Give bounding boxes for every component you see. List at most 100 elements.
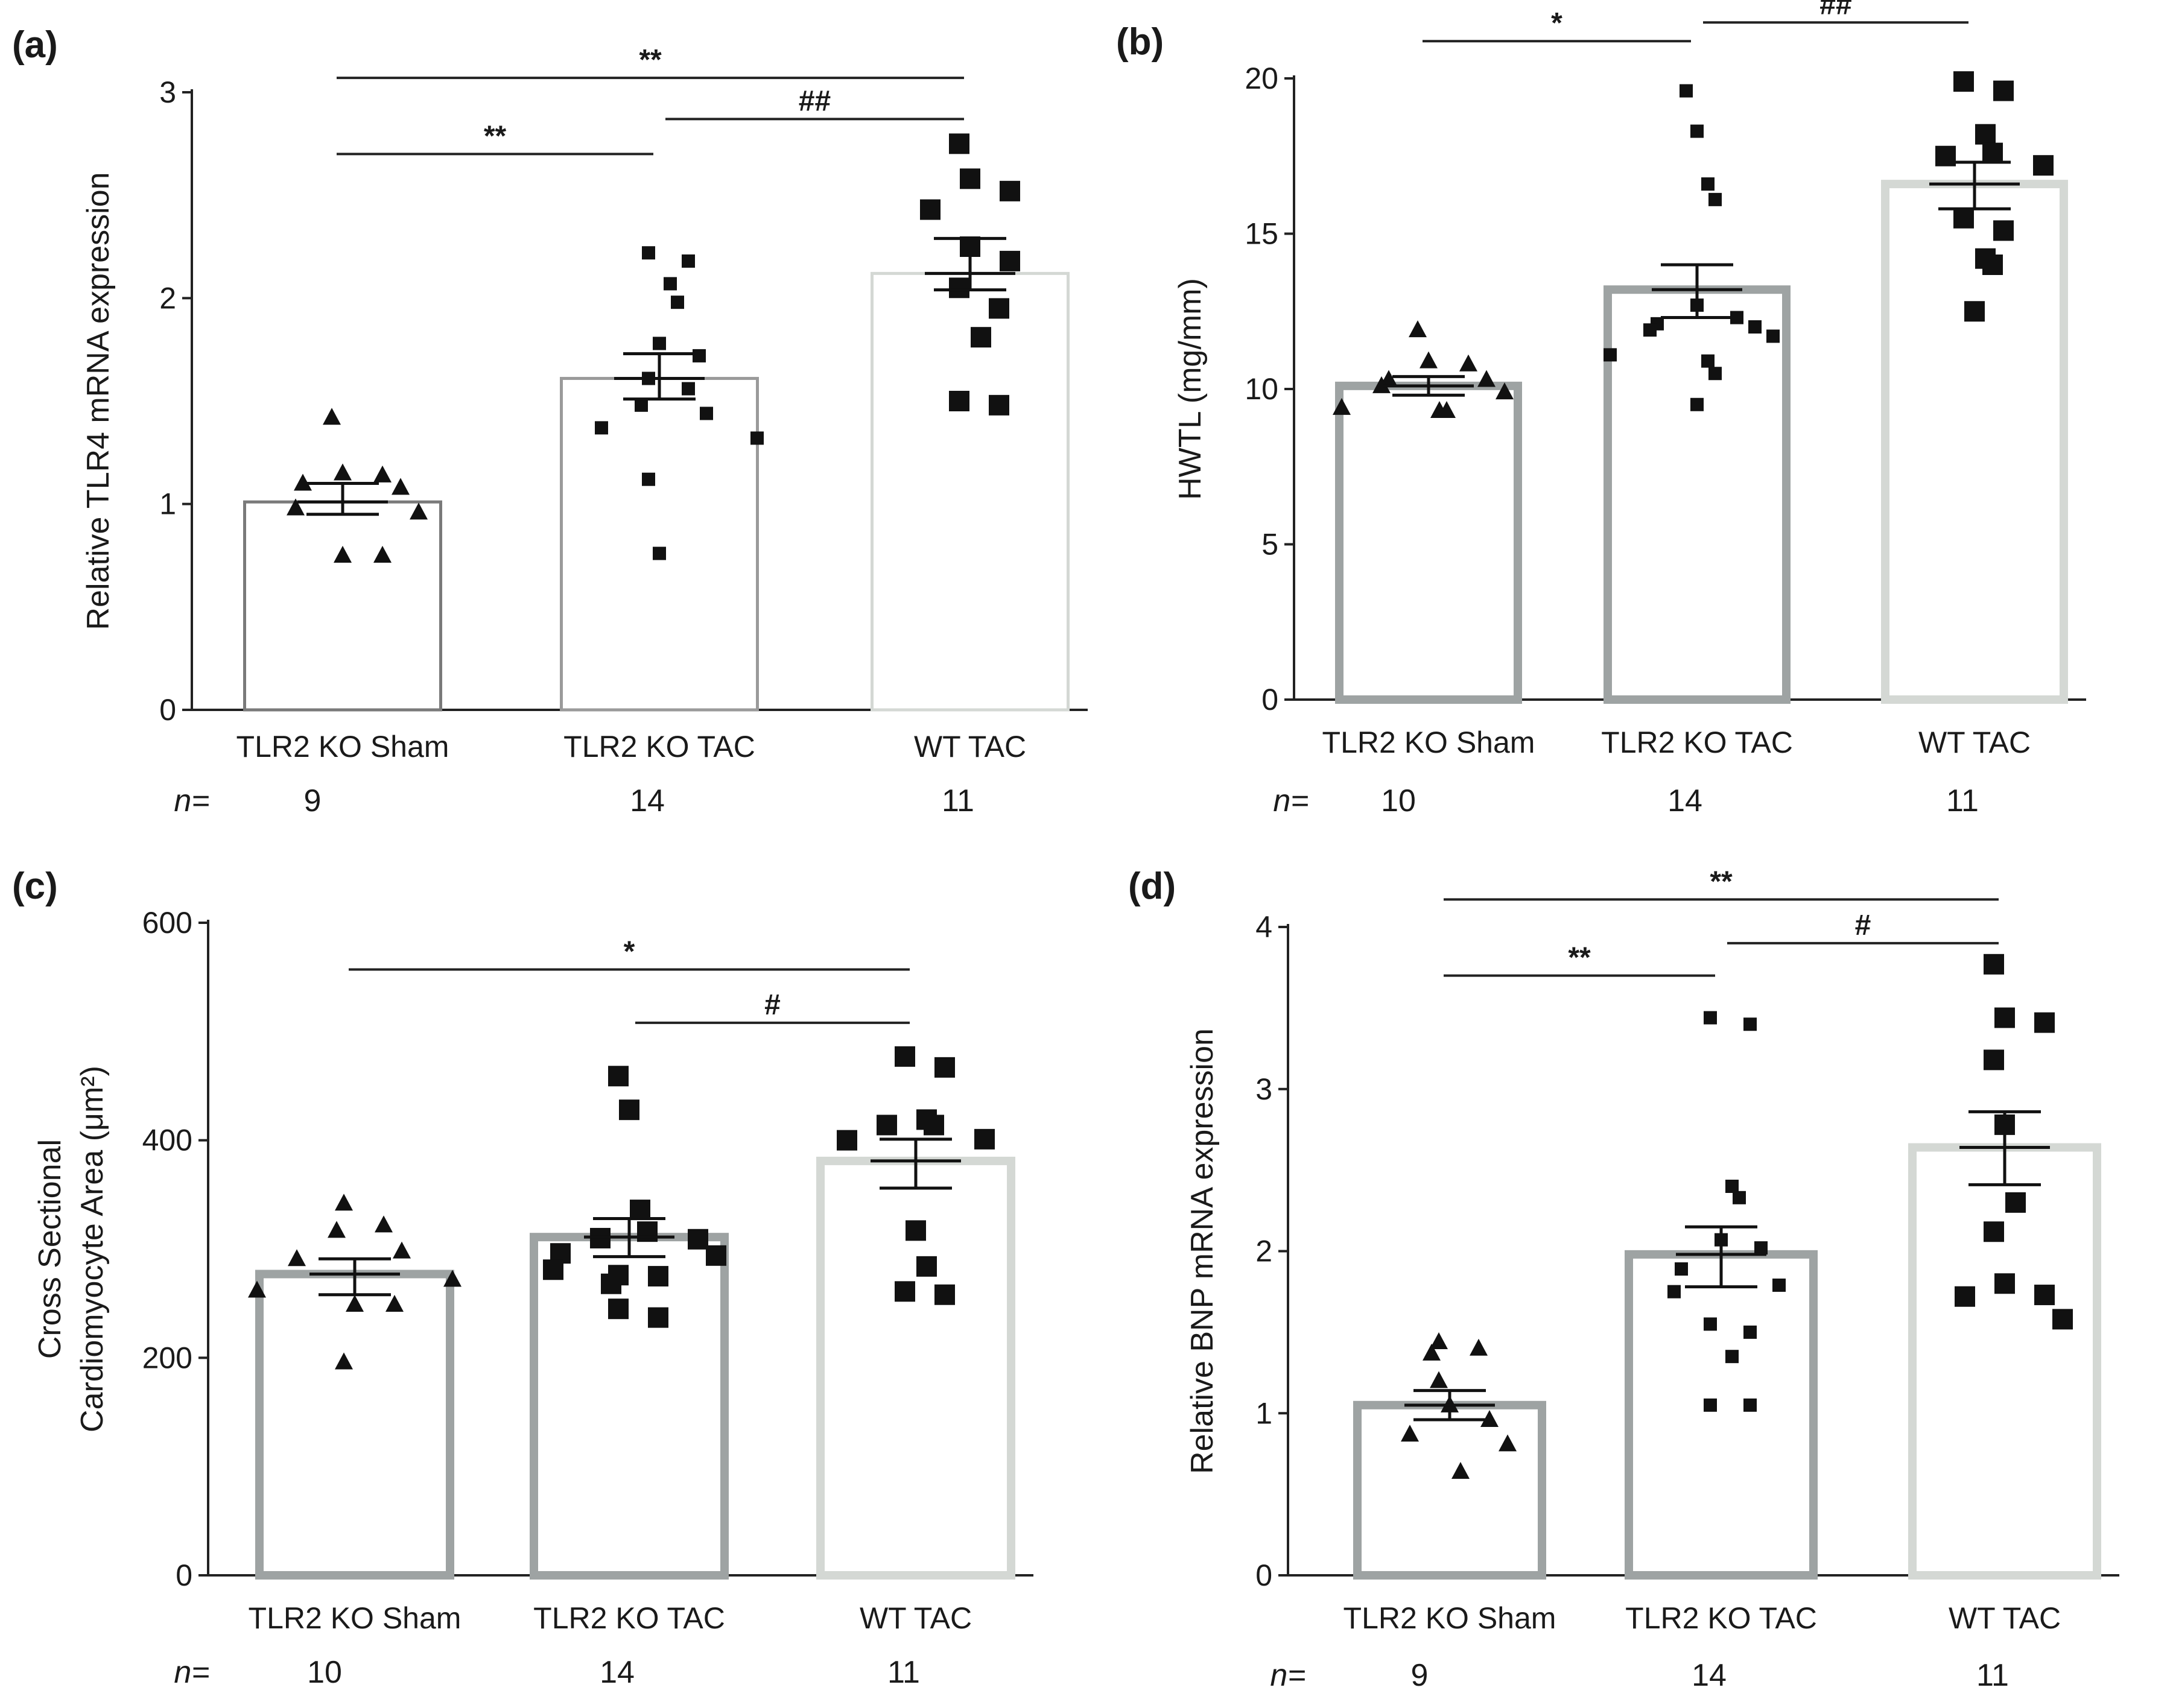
bar-wt-tac: [1881, 180, 2068, 704]
data-point: [1459, 354, 1477, 372]
n-value: 11: [887, 1655, 920, 1690]
y-tick-label: 3: [1255, 1072, 1272, 1106]
significance-marker: **: [1568, 942, 1591, 974]
category-label: WT TAC: [1949, 1601, 2061, 1635]
panel-label: (d): [1128, 865, 1176, 907]
data-point: [1984, 1221, 2004, 1242]
data-point: [989, 394, 1009, 416]
y-tick-label: 5: [1261, 528, 1278, 561]
data-point: [334, 546, 352, 563]
category-label: WT TAC: [914, 730, 1026, 764]
y-tick-label: 0: [1261, 683, 1278, 716]
y-tick-label: 2: [1255, 1235, 1272, 1268]
data-point: [1748, 320, 1762, 334]
n-prefix: n=: [1273, 783, 1309, 818]
data-point: [601, 1273, 621, 1294]
n-value: 14: [1692, 1658, 1727, 1693]
y-tick-label: 10: [1245, 372, 1278, 406]
panel-label: (b): [1116, 21, 1164, 63]
data-point: [1409, 320, 1427, 338]
data-point: [392, 478, 410, 495]
significance-marker: *: [1551, 7, 1562, 39]
data-point: [1690, 124, 1704, 138]
data-point: [1984, 954, 2004, 975]
data-point: [906, 1220, 926, 1241]
data-point: [248, 1280, 266, 1298]
data-point: [1993, 220, 2014, 241]
y-tick-label: 3: [159, 75, 176, 109]
data-point: [1772, 1278, 1786, 1292]
bar-wt-tac: [1908, 1143, 2101, 1580]
data-point: [1754, 1241, 1768, 1255]
data-point: [294, 473, 312, 491]
data-point: [1994, 1007, 2015, 1028]
y-tick-label: 0: [1255, 1558, 1272, 1592]
data-point: [1704, 1398, 1717, 1412]
category-label: TLR2 KO Sham: [236, 730, 449, 764]
data-point: [393, 1241, 411, 1259]
bar-sham: [243, 500, 442, 712]
data-point: [1675, 1262, 1688, 1276]
y-axis-label: Relative TLR4 mRNA expression: [81, 172, 116, 630]
category-label: TLR2 KO TAC: [563, 730, 755, 764]
data-point: [1704, 1317, 1717, 1331]
significance-marker: *: [624, 936, 635, 968]
n-prefix: n=: [174, 783, 209, 818]
data-point: [619, 1099, 639, 1121]
data-point: [924, 1115, 944, 1136]
data-point: [1430, 1332, 1448, 1349]
n-prefix: n=: [174, 1655, 209, 1690]
data-point: [287, 498, 305, 516]
n-value: 14: [1667, 783, 1702, 818]
data-point: [920, 199, 941, 220]
data-point: [1730, 311, 1743, 324]
data-point: [642, 246, 655, 260]
y-axis-label: Cross Sectional: [33, 1139, 68, 1359]
n-prefix: n=: [1270, 1658, 1305, 1693]
data-point: [334, 463, 352, 481]
n-value: 14: [630, 783, 665, 818]
data-point: [974, 1128, 995, 1150]
data-point: [706, 1245, 726, 1266]
data-point: [543, 1259, 563, 1280]
n-value: 10: [307, 1655, 342, 1690]
data-point: [2052, 1309, 2073, 1330]
bar-sham: [1353, 1400, 1546, 1580]
data-point: [288, 1249, 306, 1267]
data-point: [1372, 376, 1391, 393]
data-point: [648, 1266, 668, 1287]
data-point: [2033, 155, 2054, 176]
panel-label: (a): [12, 24, 58, 66]
y-tick-label: 0: [176, 1558, 192, 1592]
data-point: [1401, 1425, 1419, 1442]
data-point: [1993, 80, 2014, 101]
data-point: [373, 546, 392, 563]
data-point: [1733, 1191, 1746, 1204]
y-tick-label: 15: [1245, 217, 1278, 251]
y-tick-label: 1: [159, 487, 176, 521]
y-axis-label: HWTL (mg/mm): [1173, 278, 1208, 500]
data-point: [1480, 1410, 1499, 1427]
significance-marker: ##: [1819, 0, 1851, 21]
data-point: [1708, 367, 1722, 381]
data-point: [1477, 370, 1496, 387]
data-point: [1000, 180, 1020, 201]
data-point: [373, 465, 392, 482]
data-point: [608, 1066, 629, 1087]
category-label: WT TAC: [860, 1601, 972, 1635]
data-point: [1982, 255, 2003, 275]
significance-marker: **: [639, 44, 662, 76]
significance-marker: ##: [799, 85, 831, 117]
bar-ko-tac: [1625, 1250, 1818, 1580]
bar-ko-tac: [1604, 285, 1791, 704]
data-point: [1725, 1350, 1739, 1364]
data-point: [971, 327, 991, 348]
data-point: [653, 546, 666, 560]
data-point: [1643, 323, 1657, 337]
data-point: [916, 1256, 937, 1277]
data-point: [1953, 71, 1974, 92]
data-point: [1470, 1338, 1488, 1356]
data-point: [1953, 207, 1974, 229]
panel-label: (c): [12, 865, 58, 907]
